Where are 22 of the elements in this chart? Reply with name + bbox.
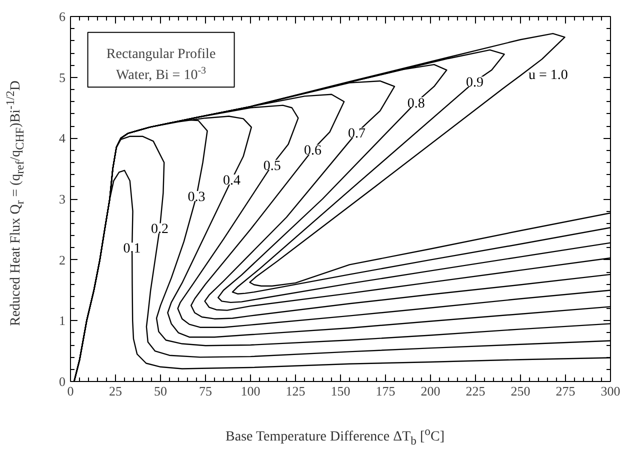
y-tick-label: 6 — [59, 9, 66, 24]
y-tick-label: 2 — [59, 252, 66, 268]
y-tick-label: 1 — [59, 313, 66, 328]
series-label: u = 1.0 — [528, 68, 568, 84]
x-tick-label: 150 — [330, 384, 350, 398]
x-tick-label: 25 — [109, 384, 122, 398]
x-tick-label: 125 — [286, 384, 306, 398]
y-tick-label: 3 — [59, 192, 66, 206]
x-axis-title: Base Temperature Difference ΔT$_{b}$ [$^{o}$C] — [224, 424, 446, 448]
x-tick-label: 175 — [376, 384, 396, 398]
x-tick-label: 50 — [154, 384, 167, 398]
x-tick-label: 100 — [240, 384, 260, 398]
x-tick-label: 250 — [510, 384, 530, 398]
annotation: Rectangular Profile — [106, 46, 216, 62]
x-tick-label: 275 — [556, 384, 576, 398]
x-tick-label: 200 — [420, 384, 440, 398]
y-tick-label: 0 — [59, 374, 66, 389]
y-tick-label: 4 — [59, 130, 66, 146]
x-tick-label: 225 — [466, 384, 486, 398]
x-tick-label: 300 — [600, 384, 620, 398]
x-tick-label: 75 — [199, 384, 212, 398]
y-tick-label: 5 — [59, 70, 66, 85]
